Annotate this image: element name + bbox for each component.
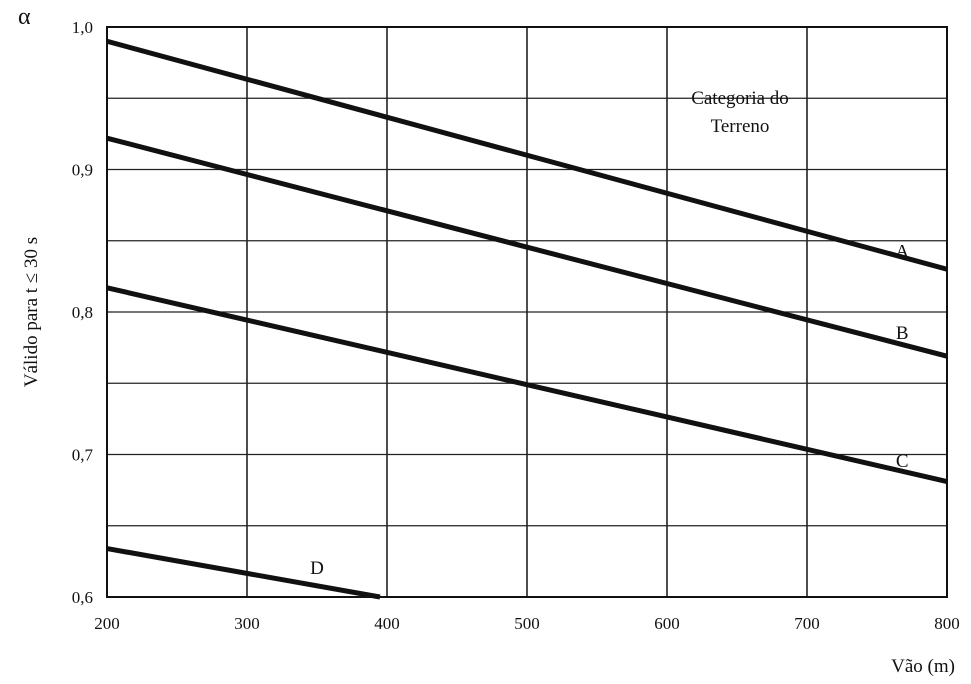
series-line-c bbox=[106, 285, 948, 485]
series-line-b bbox=[106, 135, 948, 359]
x-tick-label: 800 bbox=[934, 614, 960, 633]
y-tick-label: 0,8 bbox=[72, 303, 93, 322]
legend-title-line-1: Categoria do bbox=[691, 88, 789, 109]
x-tick-label: 500 bbox=[514, 614, 540, 633]
x-tick-label: 200 bbox=[94, 614, 120, 633]
series-label-d: D bbox=[310, 558, 324, 579]
y-tick-label: 1,0 bbox=[72, 18, 93, 37]
y-symbol: α bbox=[18, 4, 31, 30]
series-label-c: C bbox=[896, 451, 909, 472]
series-labels: A B C D bbox=[310, 242, 909, 579]
x-tick-label: 700 bbox=[794, 614, 820, 633]
x-axis-label: Vão (m) bbox=[891, 656, 955, 677]
series-line-d bbox=[106, 546, 381, 600]
series-line-a bbox=[106, 38, 948, 272]
x-tick-label: 400 bbox=[374, 614, 400, 633]
y-tick-label: 0,7 bbox=[72, 446, 94, 465]
grid bbox=[106, 26, 948, 598]
series-label-a: A bbox=[895, 242, 909, 263]
plot-frame bbox=[106, 26, 948, 598]
tick-labels: 200 300 400 500 600 700 800 0,6 0,7 0,8 0,9 1,0 bbox=[72, 18, 960, 633]
x-tick-label: 600 bbox=[654, 614, 680, 633]
y-tick-label: 0,9 bbox=[72, 161, 93, 180]
y-tick-label: 0,6 bbox=[72, 588, 93, 607]
series-label-b: B bbox=[896, 323, 909, 344]
legend-title-line-2: Terreno bbox=[711, 116, 770, 137]
series-lines bbox=[106, 38, 948, 600]
x-tick-label: 300 bbox=[234, 614, 260, 633]
y-axis-label: Válido para t ≤ 30 s bbox=[21, 237, 42, 387]
